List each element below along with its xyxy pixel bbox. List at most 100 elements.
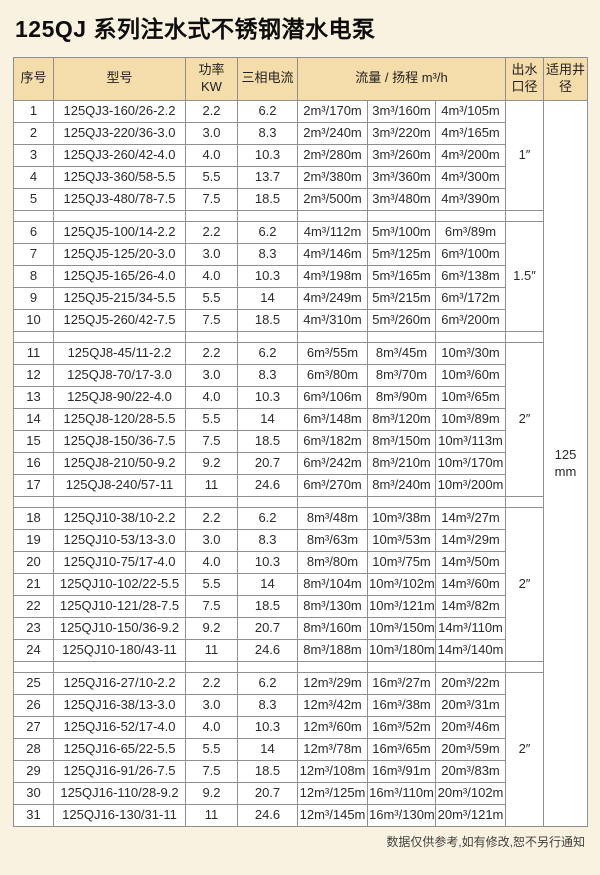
- cell-index: 9: [13, 286, 54, 310]
- cell-index: 31: [13, 803, 54, 827]
- cell-index: 6: [13, 220, 54, 244]
- cell-power: 5.5: [185, 165, 238, 189]
- cell-power: 9.2: [185, 616, 238, 640]
- cell-flow-2: 16m³/130m: [367, 803, 436, 827]
- cell-flow-3: 14m³/27m: [435, 506, 506, 530]
- cell-current: 10.3: [237, 715, 298, 739]
- table-row: 21 125QJ10-102/22-5.5 5.5 14 8m³/104m 10m³/10…: [13, 572, 588, 596]
- cell-current: 10.3: [237, 143, 298, 167]
- cell-index: 28: [13, 737, 54, 761]
- table-row: 5 125QJ3-480/78-7.5 7.5 18.5 2m³/500m 3m³/480…: [13, 187, 588, 211]
- table-row: 12 125QJ8-70/17-3.0 3.0 8.3 6m³/80m 8m³/70m 10…: [13, 363, 588, 387]
- separator-cell: [367, 660, 436, 673]
- cell-index: 4: [13, 165, 54, 189]
- cell-flow-3: 4m³/105m: [435, 99, 506, 123]
- cell-index: 23: [13, 616, 54, 640]
- cell-current: 20.7: [237, 451, 298, 475]
- cell-flow-1: 8m³/63m: [297, 528, 368, 552]
- cell-model: 125QJ16-91/26-7.5: [53, 759, 186, 783]
- separator-cell: [13, 209, 54, 222]
- table-row: 20 125QJ10-75/17-4.0 4.0 10.3 8m³/80m 10m³/75…: [13, 550, 588, 574]
- cell-flow-1: 6m³/55m: [297, 341, 368, 365]
- cell-index: 21: [13, 572, 54, 596]
- table-body: 1 125QJ3-160/26-2.2 2.2 6.2 2m³/170m 3m³/160m…: [13, 99, 588, 827]
- cell-index: 29: [13, 759, 54, 783]
- table-row: 17 125QJ8-240/57-11 11 24.6 6m³/270m 8m³/240m…: [13, 473, 588, 497]
- col-header-power: 功率 KW: [185, 57, 238, 101]
- cell-model: 125QJ5-260/42-7.5: [53, 308, 186, 332]
- separator-cell: [505, 209, 544, 222]
- cell-flow-1: 6m³/270m: [297, 473, 368, 497]
- separator-cell: [297, 495, 368, 508]
- table-row: 31 125QJ16-130/31-11 11 24.6 12m³/145m 16m³/1…: [13, 803, 588, 827]
- cell-current: 13.7: [237, 165, 298, 189]
- cell-flow-3: 6m³/89m: [435, 220, 506, 244]
- cell-index: 12: [13, 363, 54, 387]
- cell-flow-3: 14m³/82m: [435, 594, 506, 618]
- cell-flow-1: 6m³/106m: [297, 385, 368, 409]
- cell-flow-2: 8m³/150m: [367, 429, 436, 453]
- cell-flow-1: 2m³/280m: [297, 143, 368, 167]
- cell-outlet-diameter: 2″: [505, 506, 544, 662]
- cell-flow-3: 20m³/83m: [435, 759, 506, 783]
- cell-current: 24.6: [237, 638, 298, 662]
- cell-flow-3: 10m³/89m: [435, 407, 506, 431]
- cell-flow-1: 12m³/42m: [297, 693, 368, 717]
- cell-current: 10.3: [237, 385, 298, 409]
- cell-model: 125QJ10-121/28-7.5: [53, 594, 186, 618]
- cell-flow-3: 14m³/50m: [435, 550, 506, 574]
- col-header-outlet-diameter: 出水口径: [505, 57, 544, 101]
- cell-flow-2: 5m³/100m: [367, 220, 436, 244]
- table-row: 26 125QJ16-38/13-3.0 3.0 8.3 12m³/42m 16m³/38…: [13, 693, 588, 717]
- table-row: 11 125QJ8-45/11-2.2 2.2 6.2 6m³/55m 8m³/45m 10…: [13, 341, 588, 497]
- cell-flow-2: 5m³/215m: [367, 286, 436, 310]
- cell-current: 24.6: [237, 473, 298, 497]
- cell-index: 10: [13, 308, 54, 332]
- cell-model: 125QJ16-38/13-3.0: [53, 693, 186, 717]
- cell-flow-1: 8m³/188m: [297, 638, 368, 662]
- group-separator-row: [13, 495, 588, 508]
- cell-power: 3.0: [185, 121, 238, 145]
- cell-flow-3: 10m³/65m: [435, 385, 506, 409]
- cell-index: 1: [13, 99, 54, 123]
- cell-index: 25: [13, 671, 54, 695]
- cell-model: 125QJ3-260/42-4.0: [53, 143, 186, 167]
- cell-current: 18.5: [237, 759, 298, 783]
- cell-flow-3: 14m³/110m: [435, 616, 506, 640]
- cell-flow-3: 10m³/113m: [435, 429, 506, 453]
- cell-index: 26: [13, 693, 54, 717]
- cell-flow-3: 20m³/102m: [435, 781, 506, 805]
- cell-power: 3.0: [185, 693, 238, 717]
- cell-model: 125QJ8-90/22-4.0: [53, 385, 186, 409]
- cell-flow-2: 10m³/38m: [367, 506, 436, 530]
- cell-flow-1: 12m³/125m: [297, 781, 368, 805]
- cell-index: 30: [13, 781, 54, 805]
- cell-power: 11: [185, 638, 238, 662]
- table-row: 14 125QJ8-120/28-5.5 5.5 14 6m³/148m 8m³/120m…: [13, 407, 588, 431]
- cell-model: 125QJ10-150/36-9.2: [53, 616, 186, 640]
- cell-power: 5.5: [185, 737, 238, 761]
- cell-model: 125QJ5-215/34-5.5: [53, 286, 186, 310]
- cell-current: 14: [237, 572, 298, 596]
- cell-flow-2: 3m³/220m: [367, 121, 436, 145]
- separator-cell: [237, 495, 298, 508]
- col-header-index: 序号: [13, 57, 54, 101]
- cell-flow-1: 2m³/500m: [297, 187, 368, 211]
- cell-flow-2: 5m³/165m: [367, 264, 436, 288]
- cell-power: 9.2: [185, 781, 238, 805]
- cell-model: 125QJ10-53/13-3.0: [53, 528, 186, 552]
- table-row: 6 125QJ5-100/14-2.2 2.2 6.2 4m³/112m 5m³/100m…: [13, 220, 588, 332]
- cell-flow-3: 6m³/100m: [435, 242, 506, 266]
- cell-power: 2.2: [185, 341, 238, 365]
- separator-cell: [53, 495, 186, 508]
- cell-flow-2: 3m³/160m: [367, 99, 436, 123]
- cell-model: 125QJ16-65/22-5.5: [53, 737, 186, 761]
- cell-flow-2: 10m³/150m: [367, 616, 436, 640]
- cell-index: 3: [13, 143, 54, 167]
- cell-flow-1: 8m³/80m: [297, 550, 368, 574]
- group-separator-row: [13, 330, 588, 343]
- cell-flow-3: 10m³/170m: [435, 451, 506, 475]
- cell-model: 125QJ10-102/22-5.5: [53, 572, 186, 596]
- cell-flow-1: 12m³/29m: [297, 671, 368, 695]
- cell-power: 4.0: [185, 715, 238, 739]
